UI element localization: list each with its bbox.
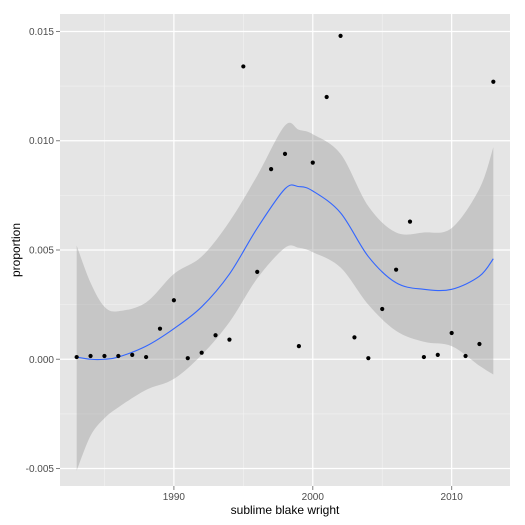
y-tick-label: 0.000 (29, 355, 54, 366)
data-point (338, 33, 343, 38)
data-point (449, 330, 454, 336)
data-point (352, 335, 357, 340)
y-tick-label: 0.015 (29, 27, 54, 38)
data-point (463, 353, 468, 359)
y-tick-label: 0.010 (29, 136, 54, 147)
confidence-band-layer (76, 122, 494, 471)
data-point (144, 354, 149, 360)
data-point (477, 341, 482, 347)
x-tick-label: 1990 (163, 492, 186, 503)
data-point (296, 344, 301, 349)
data-point (269, 167, 274, 172)
data-point (171, 298, 176, 303)
y-tick-label: -0.005 (26, 464, 55, 475)
data-point (102, 353, 107, 359)
data-point (394, 267, 399, 272)
data-point (227, 337, 232, 342)
data-point (74, 354, 79, 360)
points-layer (74, 33, 496, 361)
data-point (435, 352, 440, 357)
data-point (213, 333, 218, 338)
major-grid (60, 14, 510, 486)
data-point (199, 350, 204, 355)
data-point (324, 94, 329, 100)
data-point (88, 353, 93, 359)
confidence-band (76, 122, 494, 471)
x-axis: 1990 2000 2010 (163, 486, 463, 503)
x-tick-label: 2010 (441, 492, 464, 503)
data-point (116, 353, 121, 359)
data-point (310, 160, 315, 165)
x-axis-title: sublime blake wright (231, 503, 340, 517)
y-axis-title: proportion (9, 223, 23, 277)
x-tick-label: 2000 (302, 492, 325, 503)
y-axis: -0.005 0.000 0.005 0.010 0.015 (26, 27, 60, 475)
data-point (185, 356, 190, 361)
data-point (421, 354, 426, 360)
data-point (380, 306, 385, 312)
data-point (366, 356, 371, 361)
data-point (407, 219, 413, 224)
data-point (282, 151, 288, 156)
y-tick-label: 0.005 (29, 246, 54, 257)
data-point (130, 352, 135, 357)
data-point (491, 79, 496, 84)
data-point (157, 326, 163, 331)
data-point (241, 64, 246, 69)
data-point (255, 269, 260, 274)
